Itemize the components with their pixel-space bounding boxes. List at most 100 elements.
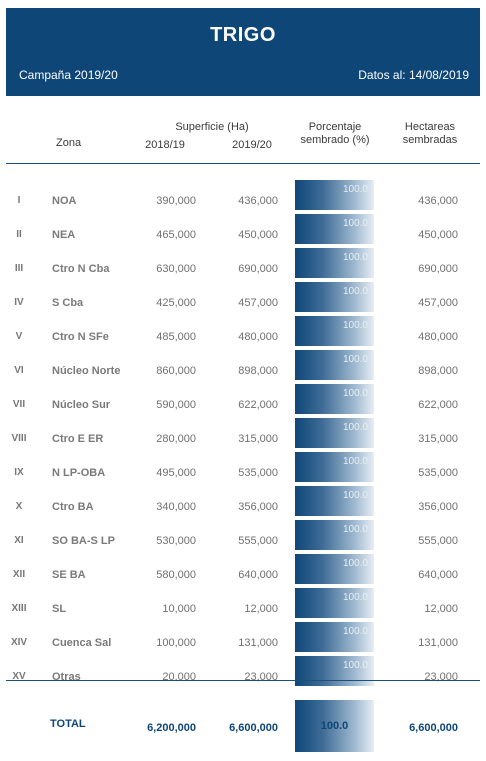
area-2019: 898,000 [238, 365, 278, 377]
percent-value: 100.0 [342, 626, 368, 637]
total-label: TOTAL [50, 718, 86, 730]
percent-value: 100.0 [342, 354, 368, 365]
hectares-sown: 480,000 [418, 331, 458, 343]
hectares-sown: 555,000 [418, 535, 458, 547]
percent-value: 100.0 [342, 184, 368, 195]
total-percent-bar: 100.0 [295, 700, 374, 752]
hectares-sown: 315,000 [418, 433, 458, 445]
area-2019: 690,000 [238, 263, 278, 275]
zone-number: V [15, 331, 23, 342]
campaign-label: Campaña 2019/20 [19, 68, 118, 82]
table-row: XI SO BA-S LP 530,000 555,000 555,000 100.0 [0, 520, 486, 554]
zone-number: III [14, 263, 24, 274]
zone-number: XI [14, 535, 24, 546]
area-2018: 10,000 [162, 603, 196, 615]
hectares-sown: 356,000 [418, 501, 458, 513]
zone-number: II [16, 229, 22, 240]
zone-name: Otras [52, 671, 81, 683]
area-2018: 465,000 [156, 229, 196, 241]
zone-name: SE BA [52, 569, 86, 581]
zone-number: VII [12, 399, 26, 410]
area-2019: 356,000 [238, 501, 278, 513]
area-2019: 315,000 [238, 433, 278, 445]
area-2018: 530,000 [156, 535, 196, 547]
area-2019: 555,000 [238, 535, 278, 547]
hectares-sown: 436,000 [418, 195, 458, 207]
hectares-sown: 450,000 [418, 229, 458, 241]
percent-bar: 100.0 [295, 452, 374, 482]
area-2018: 340,000 [156, 501, 196, 513]
area-2019: 622,000 [238, 399, 278, 411]
area-2019: 12,000 [244, 603, 278, 615]
zone-name: Ctro N SFe [52, 331, 109, 343]
percent-bar: 100.0 [295, 486, 374, 516]
percent-bar: 100.0 [295, 384, 374, 414]
table-row: XII SE BA 580,000 640,000 640,000 100.0 [0, 554, 486, 588]
zone-name: SO BA-S LP [52, 535, 115, 547]
area-2018: 590,000 [156, 399, 196, 411]
total-sembradas: 6,600,000 [409, 722, 458, 734]
percent-value: 100.0 [342, 524, 368, 535]
total-percent-value: 100.0 [320, 720, 349, 732]
area-2019: 480,000 [238, 331, 278, 343]
area-2018: 20,000 [162, 671, 196, 683]
area-2019: 535,000 [238, 467, 278, 479]
year-2018-header: 2018/19 [145, 139, 185, 151]
table-row: XIV Cuenca Sal 100,000 131,000 131,000 100.0 [0, 622, 486, 656]
zone-number: XIII [11, 603, 27, 614]
percent-value: 100.0 [342, 660, 368, 671]
area-2018: 495,000 [156, 467, 196, 479]
hectareas-header-line1: Hectareas [404, 121, 456, 133]
zone-name: S Cba [52, 297, 84, 309]
area-2018: 580,000 [156, 569, 196, 581]
hectares-sown: 640,000 [418, 569, 458, 581]
zone-number: XII [12, 569, 26, 580]
zone-name: SL [52, 603, 67, 615]
table-row: IV S Cba 425,000 457,000 457,000 100.0 [0, 282, 486, 316]
percent-bar: 100.0 [295, 588, 374, 618]
zone-number: I [17, 195, 21, 206]
table-row: XV Otras 20,000 23,000 23,000 100.0 [0, 656, 486, 690]
percent-bar: 100.0 [295, 656, 374, 686]
area-2019: 23,000 [244, 671, 278, 683]
total-divider [6, 680, 480, 681]
zone-name: Ctro BA [52, 501, 94, 513]
zone-name: Ctro N Cba [52, 263, 110, 275]
area-2018: 280,000 [156, 433, 196, 445]
report-title: TRIGO [210, 24, 276, 46]
percent-bar: 100.0 [295, 554, 374, 584]
area-2019: 131,000 [238, 637, 278, 649]
hectares-sown: 457,000 [418, 297, 458, 309]
percent-value: 100.0 [342, 592, 368, 603]
percent-value: 100.0 [342, 456, 368, 467]
percent-value: 100.0 [342, 320, 368, 331]
table-row: I NOA 390,000 436,000 436,000 100.0 [0, 180, 486, 214]
porcentaje-header: Porcentaje sembrado (%) [290, 121, 380, 147]
superficie-header: Superficie (Ha) [175, 121, 249, 133]
area-2019: 457,000 [238, 297, 278, 309]
percent-bar: 100.0 [295, 350, 374, 380]
hectares-sown: 690,000 [418, 263, 458, 275]
percent-value: 100.0 [342, 286, 368, 297]
percent-value: 100.0 [342, 388, 368, 399]
table-row: VIII Ctro E ER 280,000 315,000 315,000 100.0 [0, 418, 486, 452]
area-2019: 640,000 [238, 569, 278, 581]
total-row: TOTAL 6,200,000 6,600,000 100.0 6,600,00… [0, 700, 486, 752]
zone-number: VI [14, 365, 24, 376]
zone-name: Ctro E ER [52, 433, 104, 445]
hectares-sown: 131,000 [418, 637, 458, 649]
total-2019: 6,600,000 [229, 722, 278, 734]
percent-bar: 100.0 [295, 180, 374, 210]
hectares-sown: 12,000 [424, 603, 458, 615]
zone-number: XIV [10, 637, 28, 648]
header-divider [6, 163, 480, 164]
area-2018: 860,000 [156, 365, 196, 377]
porcentaje-header-line2: sembrado (%) [300, 134, 370, 146]
percent-bar: 100.0 [295, 316, 374, 346]
zone-number: IV [14, 297, 24, 308]
percent-bar: 100.0 [295, 418, 374, 448]
table-row: V Ctro N SFe 485,000 480,000 480,000 100.0 [0, 316, 486, 350]
area-2018: 390,000 [156, 195, 196, 207]
zone-name: Núcleo Sur [52, 399, 111, 411]
hectareas-header-line2: sembradas [402, 134, 458, 146]
